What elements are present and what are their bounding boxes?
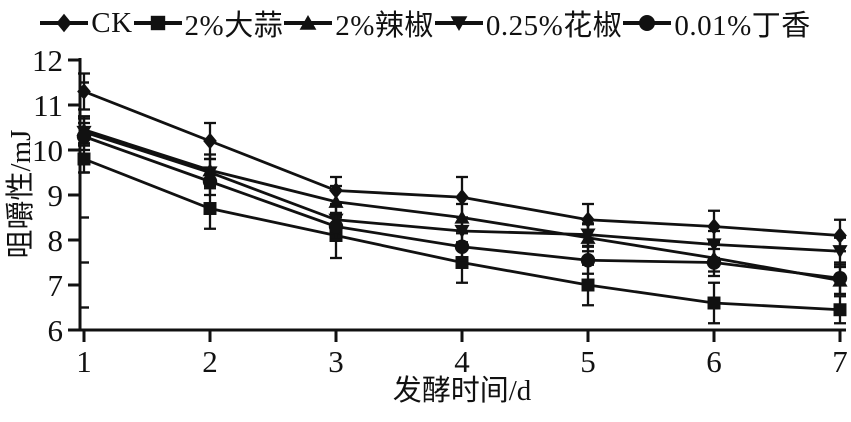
- triangle-down-marker: [832, 245, 848, 259]
- x-tick-label: 7: [832, 344, 848, 379]
- square-marker: [77, 152, 91, 166]
- triangle-down-marker: [454, 224, 470, 239]
- y-tick-label: 8: [48, 223, 64, 258]
- x-axis-title: 发酵时间/d: [393, 374, 532, 407]
- diamond-marker: [707, 218, 721, 235]
- y-tick-label: 12: [32, 43, 63, 78]
- diamond-marker: [77, 83, 91, 100]
- diamond-icon: [40, 13, 89, 33]
- legend-item-label: 0.01%丁香: [674, 10, 811, 42]
- square-glyph: [150, 15, 165, 31]
- triangle-down-marker: [706, 238, 722, 252]
- y-tick-label: 9: [48, 178, 64, 213]
- legend-item-0.25%花椒: 0.25%花椒: [434, 2, 623, 44]
- x-tick-label: 6: [706, 344, 722, 379]
- diamond-marker: [581, 211, 595, 229]
- y-tick-label: 6: [48, 313, 64, 348]
- circle-marker: [328, 219, 344, 234]
- x-tick-label: 2: [202, 344, 218, 379]
- square-marker: [203, 202, 217, 215]
- square-marker: [833, 303, 847, 317]
- diamond-glyph: [56, 13, 72, 33]
- x-tick-label: 3: [328, 344, 344, 379]
- legend-item-label: 0.25%花椒: [485, 10, 623, 42]
- x-tick-label: 4: [454, 344, 470, 379]
- legend-item-label: 2%辣椒: [335, 10, 434, 42]
- circle-marker: [832, 271, 848, 286]
- square-marker: [707, 296, 721, 310]
- y-tick-label: 7: [48, 268, 64, 303]
- x-tick-label: 1: [76, 344, 92, 379]
- circle-marker: [706, 255, 722, 270]
- diamond-marker: [833, 227, 847, 244]
- legend-item-label: 2%大蒜: [184, 10, 284, 42]
- y-tick-label: 10: [32, 133, 63, 168]
- legend-item-2%大蒜: 2%大蒜: [133, 2, 284, 44]
- legend-item-label: CK: [91, 6, 133, 39]
- y-tick-label: 11: [33, 88, 63, 123]
- circle-glyph: [639, 15, 656, 31]
- triangle-up-marker: [328, 194, 344, 208]
- triangle-down-icon: [434, 16, 483, 31]
- legend-item-0.01%丁香: 0.01%丁香: [623, 2, 810, 44]
- x-tick-label: 5: [580, 344, 596, 379]
- diamond-marker: [455, 188, 469, 206]
- triangle-up-icon: [284, 15, 333, 30]
- circle-marker: [580, 253, 596, 268]
- legend: CK 2%大蒜 2%辣椒 0.25%花椒 0.01%丁香: [0, 2, 851, 44]
- triangle-up-glyph: [299, 15, 317, 30]
- square-marker: [581, 278, 595, 292]
- circle-marker: [76, 129, 92, 144]
- circle-marker: [454, 239, 470, 254]
- diamond-marker: [203, 132, 217, 150]
- circle-icon: [623, 15, 672, 31]
- circle-marker: [202, 174, 218, 189]
- square-icon: [133, 15, 182, 31]
- legend-item-CK: CK: [40, 7, 132, 40]
- legend-item-2%辣椒: 2%辣椒: [284, 2, 434, 44]
- triangle-down-marker: [580, 228, 596, 242]
- y-axis-title: 咀嚼性/mJ: [4, 130, 37, 259]
- triangle-down-glyph: [450, 16, 468, 31]
